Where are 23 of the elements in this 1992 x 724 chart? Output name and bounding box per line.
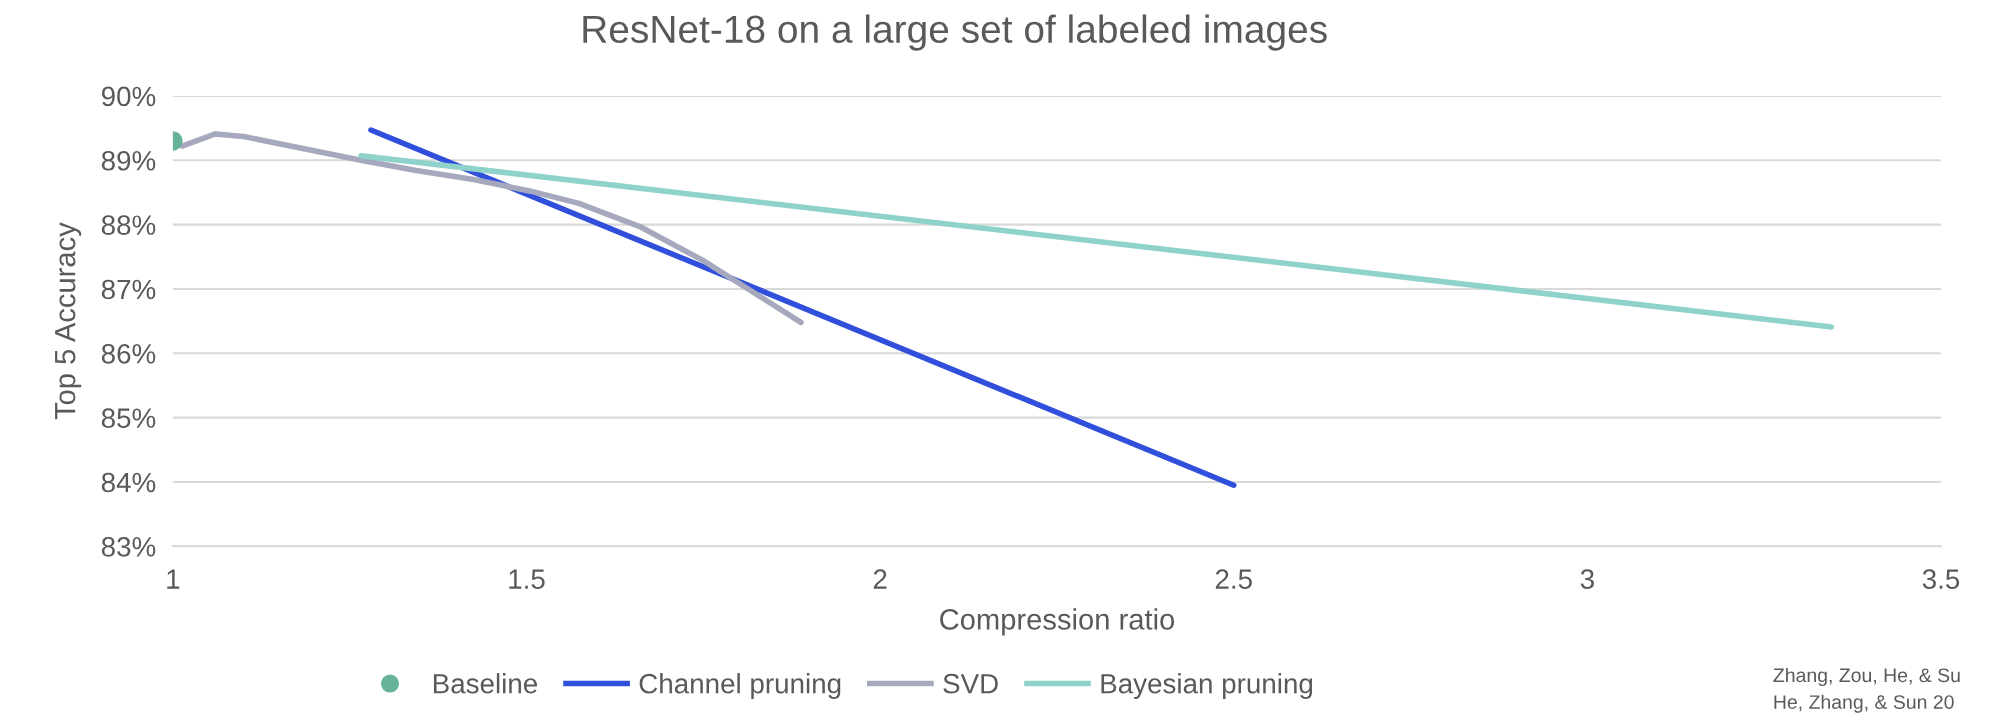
legend-label: Bayesian pruning: [1101, 673, 1313, 699]
legend-label: SVD: [943, 673, 998, 694]
x-tick-label: 2.5: [1215, 569, 1252, 589]
y-tick-label: 84%: [101, 472, 156, 493]
x-tick-label: 1: [167, 569, 180, 589]
x-axis-title: Compression ratio: [940, 608, 1175, 636]
y-axis-title: Top 5 Accuracy: [55, 222, 82, 420]
y-tick-label: 87%: [101, 279, 156, 300]
y-tick-label: 88%: [101, 215, 156, 235]
x-tick-label: 1.5: [509, 569, 545, 589]
text: He, Zhang, & Sun 20: [1774, 694, 1954, 713]
chart-title: ResNet-18 on a large set of labeled images: [583, 14, 1327, 51]
y-tick-label: 90%: [101, 86, 156, 107]
x-tick-label: 3: [1580, 569, 1594, 589]
x-tick-label: 2: [873, 569, 887, 589]
legend-label: Channel pruning: [639, 673, 841, 699]
text: Zhang, Zou, He, & Su: [1773, 667, 1960, 686]
y-tick-label: 85%: [101, 408, 156, 428]
y-tick-label: 83%: [101, 537, 156, 557]
y-tick-label: 86%: [101, 343, 156, 364]
legend-label: Baseline: [433, 673, 537, 694]
x-tick-label: 3.5: [1922, 569, 1960, 589]
y-tick-label: 89%: [101, 150, 156, 171]
